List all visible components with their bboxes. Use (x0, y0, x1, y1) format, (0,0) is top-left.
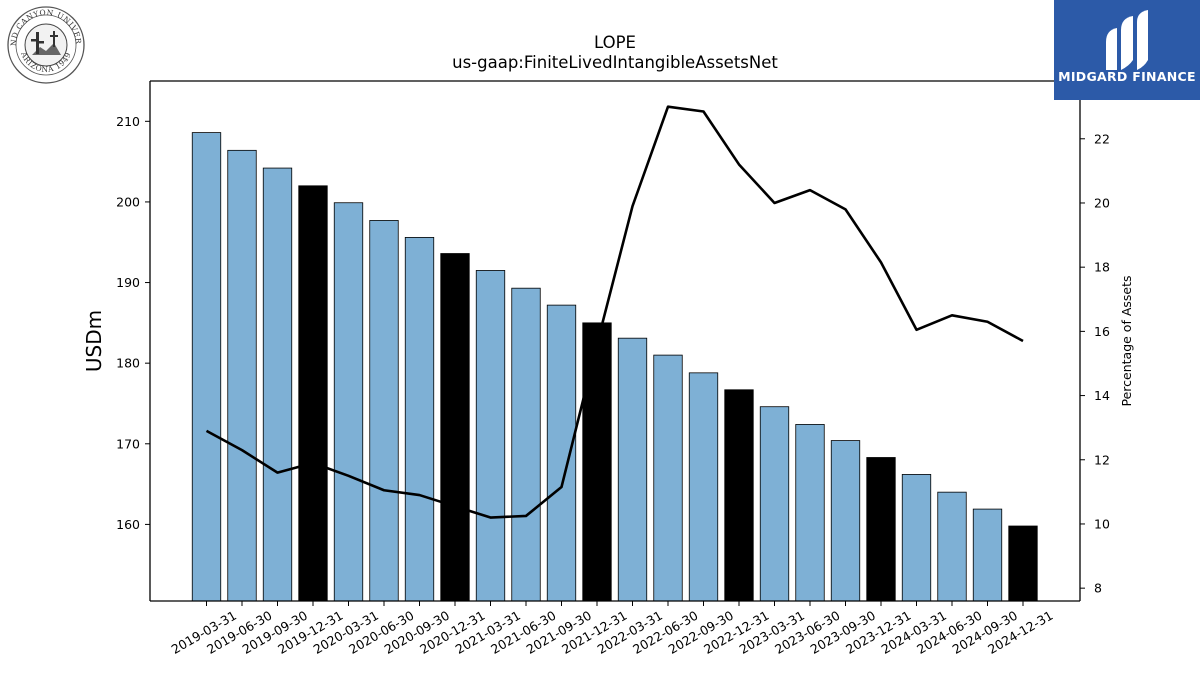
bar-2024-09-30 (972, 508, 1003, 602)
bar-2019-12-31 (298, 185, 328, 602)
bar-2020-06-30 (369, 220, 399, 602)
bar-2024-03-31 (901, 474, 932, 602)
bar-2020-03-31 (333, 202, 364, 602)
y-right-tick-label: 14 (1094, 388, 1110, 403)
bar-2021-03-31 (475, 270, 506, 602)
y-axis-right-label: Percentage of Assets (1119, 276, 1134, 407)
bars-layer (191, 132, 1038, 602)
y-tick-label: 180 (116, 356, 140, 371)
chart-subtitle: us-gaap:FiniteLivedIntangibleAssetsNet (452, 53, 778, 72)
y-axis-label: USDm (82, 310, 106, 372)
bar-2023-09-30 (830, 440, 861, 602)
bar-2024-12-31 (1008, 525, 1038, 602)
bar-2021-09-30 (546, 304, 577, 602)
y-tick-label: 160 (116, 517, 140, 532)
bar-2019-03-31 (191, 132, 222, 602)
y-tick-label: 210 (116, 114, 140, 129)
bar-2019-06-30 (227, 149, 257, 602)
series-line (205, 105, 1024, 519)
y-right-tick-label: 16 (1094, 324, 1110, 339)
midgard-logo-icon (1106, 10, 1148, 70)
y-right-tick-label: 8 (1094, 581, 1102, 596)
y-right-tick-label: 10 (1094, 516, 1110, 531)
y-right-tick-label: 20 (1094, 195, 1110, 210)
bar-2023-06-30 (795, 424, 825, 602)
university-seal-icon: GRAND CANYON UNIVERSITY ARIZONA 1949 (7, 6, 85, 84)
y-tick-label: 170 (116, 436, 140, 451)
y-tick-label: 200 (116, 194, 140, 209)
y-right-tick-label: 18 (1094, 260, 1110, 275)
midgard-logo-text: MIDGARD FINANCE (1058, 69, 1196, 84)
y-right-tick-label: 22 (1094, 131, 1110, 146)
bar-2022-09-30 (688, 372, 719, 602)
bar-2019-09-30 (262, 167, 293, 602)
bar-2021-12-31 (582, 322, 612, 602)
chart-title: LOPE (594, 33, 636, 52)
bar-2022-03-31 (617, 337, 648, 602)
bar-2023-12-31 (866, 457, 896, 602)
y-tick-label: 190 (116, 275, 140, 290)
bar-2023-03-31 (759, 406, 790, 602)
bar-2020-12-31 (440, 253, 470, 602)
bar-2022-12-31 (724, 389, 754, 602)
y-right-tick-label: 12 (1094, 452, 1110, 467)
bar-2021-06-30 (511, 287, 541, 602)
line-layer (205, 105, 1024, 519)
bar-2024-06-30 (937, 491, 967, 602)
midgard-logo: MIDGARD FINANCE (1054, 0, 1200, 100)
bar-2020-09-30 (404, 236, 435, 602)
bar-2022-06-30 (653, 354, 683, 602)
